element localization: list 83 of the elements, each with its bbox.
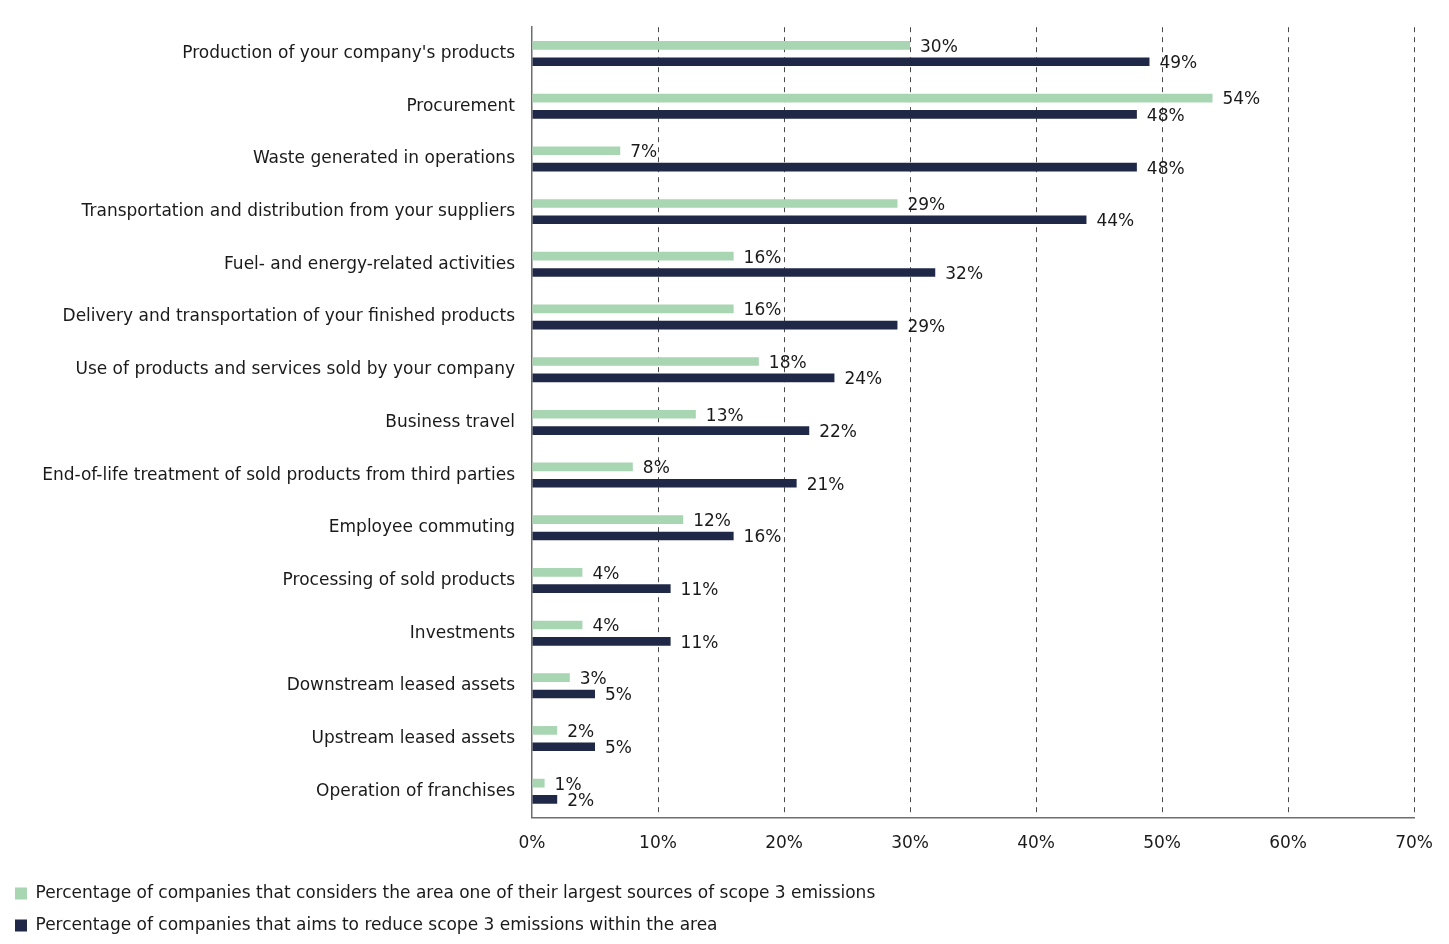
bar: [532, 673, 570, 683]
y-tick-label: Upstream leased assets: [311, 726, 516, 747]
data-label: 24%: [844, 368, 883, 389]
bar: [532, 320, 898, 330]
y-tick-label: Transportation and distribution from your suppliers: [80, 200, 516, 221]
data-label: 22%: [819, 420, 858, 441]
data-label: 21%: [806, 473, 845, 494]
bar: [532, 162, 1137, 172]
bar: [532, 373, 835, 383]
data-label: 49%: [1159, 52, 1198, 73]
bar: [532, 409, 696, 419]
data-label: 29%: [907, 315, 946, 336]
data-label: 54%: [1222, 88, 1261, 109]
data-label: 18%: [768, 351, 807, 372]
x-tick-label: 20%: [765, 832, 803, 853]
data-label: 2%: [567, 720, 595, 741]
bar: [532, 567, 583, 577]
y-tick-label: Waste generated in operations: [252, 147, 516, 168]
bar: [532, 515, 684, 524]
y-tick-label: End-of-life treatment of sold products from third parties: [42, 463, 516, 484]
bar: [532, 778, 545, 788]
x-tick-label: 30%: [891, 832, 929, 853]
data-label: 30%: [920, 35, 958, 56]
y-tick-label: Production of your company's products: [182, 41, 516, 62]
y-tick-label: Operation of franchises: [316, 779, 516, 800]
x-tick-label: 50%: [1143, 832, 1181, 853]
bar: [532, 57, 1150, 67]
bar: [532, 726, 558, 735]
x-tick-label: 70%: [1395, 832, 1434, 853]
x-tick-label: 40%: [1017, 832, 1055, 853]
bar: [532, 426, 810, 435]
bar: [532, 357, 759, 366]
bar: [532, 584, 671, 593]
data-label: 11%: [680, 631, 719, 652]
bar: [532, 110, 1137, 119]
legend-label: Percentage of companies that considers the area one of their largest sources of scope 3 emissions: [35, 881, 876, 902]
data-label: 13%: [705, 404, 744, 425]
bar: [532, 620, 583, 630]
bar: [532, 41, 911, 50]
data-label: 48%: [1146, 157, 1185, 178]
y-tick-label: Downstream leased assets: [286, 674, 516, 695]
data-label: 12%: [693, 510, 732, 531]
y-tick-label: Business travel: [385, 410, 515, 431]
data-label: 48%: [1146, 104, 1185, 125]
data-label: 32%: [945, 262, 984, 283]
x-tick-label: 0%: [518, 832, 546, 853]
bar: [532, 462, 633, 472]
bar: [532, 689, 596, 699]
x-tick-label: 60%: [1269, 832, 1307, 853]
data-label: 7%: [630, 141, 658, 162]
bar: [532, 304, 734, 314]
y-tick-label: Delivery and transportation of your finished products: [62, 305, 516, 326]
data-label: 4%: [592, 562, 620, 583]
data-label: 8%: [642, 457, 670, 478]
data-label: 3%: [579, 668, 607, 689]
legend-label: Percentage of companies that aims to reduce scope 3 emissions within the area: [35, 913, 718, 934]
y-tick-label: Employee commuting: [328, 516, 515, 537]
data-label: 44%: [1096, 210, 1135, 231]
data-label: 5%: [605, 737, 632, 758]
data-label: 16%: [743, 246, 782, 267]
y-tick-label: Investments: [409, 621, 516, 642]
bar: [532, 795, 558, 804]
y-tick-label: Fuel- and energy-related activities: [224, 252, 516, 273]
bar: [532, 742, 596, 752]
bar: [532, 93, 1213, 103]
bar: [532, 215, 1087, 225]
data-label: 11%: [680, 579, 719, 600]
bar: [532, 199, 898, 208]
bar: [532, 146, 621, 156]
bar: [532, 268, 936, 277]
data-label: 29%: [907, 193, 946, 214]
y-tick-label: Procurement: [406, 94, 516, 115]
data-label: 16%: [743, 526, 782, 547]
bar: [532, 251, 734, 261]
bar: [532, 478, 797, 488]
data-label: 16%: [743, 299, 782, 320]
x-tick-label: 10%: [639, 832, 677, 853]
bar: [532, 637, 671, 646]
data-label: 4%: [592, 615, 620, 636]
bar: [532, 531, 734, 541]
data-label: 5%: [605, 684, 632, 705]
y-tick-label: Use of products and services sold by your company: [75, 358, 515, 379]
y-tick-label: Processing of sold products: [282, 568, 516, 589]
